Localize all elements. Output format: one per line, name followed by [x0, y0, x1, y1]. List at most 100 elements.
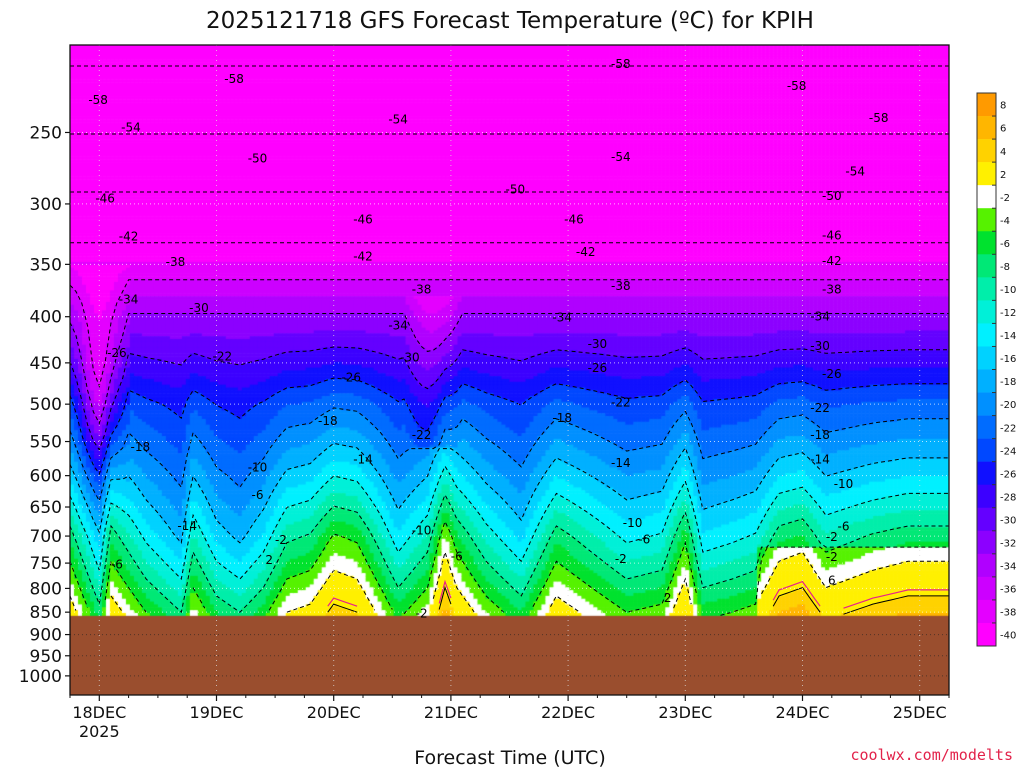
- colorbar-label: -2: [1000, 193, 1010, 204]
- colorbar-swatch: [977, 530, 996, 555]
- y-tick-label: 700: [30, 527, 62, 547]
- contour-label: -54: [611, 150, 631, 164]
- contour-label: -30: [588, 337, 608, 351]
- contour-label: -58: [88, 93, 108, 107]
- contour-label: -34: [810, 310, 830, 324]
- contour-label: -26: [822, 367, 842, 381]
- contour-label: -30: [189, 301, 209, 315]
- contour-label: -54: [845, 164, 865, 178]
- contour-label: -6: [838, 519, 850, 533]
- contour-label: -10: [412, 523, 432, 537]
- contour-label: -26: [107, 346, 127, 360]
- contour-label: -34: [552, 311, 572, 325]
- contour-label: -38: [412, 282, 432, 296]
- colorbar-label: 8: [1000, 101, 1006, 112]
- colorbar-label: -20: [1000, 400, 1016, 411]
- colorbar-label: -12: [1000, 308, 1016, 319]
- y-tick-label: 850: [30, 603, 62, 623]
- contour-label: -10: [248, 461, 268, 475]
- y-tick-label: 650: [30, 498, 62, 518]
- x-tick-label: 24DEC: [776, 703, 830, 722]
- colorbar-swatch: [977, 254, 996, 278]
- y-tick-label: 950: [30, 647, 62, 667]
- temperature-field: [70, 45, 949, 695]
- contour-label: -22: [412, 428, 432, 442]
- colorbar-swatch: [977, 484, 996, 509]
- contour-label: -14: [810, 453, 830, 467]
- contour-label: -50: [248, 151, 268, 165]
- plot-area: -58-58-58-58-58-54-54-54-54-50-50 -50-46-…: [70, 45, 949, 695]
- colorbar-label: -34: [1000, 562, 1016, 573]
- contour-label: -54: [388, 113, 408, 127]
- contour-label: -58: [611, 57, 631, 71]
- colorbar-label: -38: [1000, 608, 1016, 619]
- contour-label: -6: [111, 558, 123, 572]
- contour-label: -2: [615, 552, 627, 566]
- colorbar-swatch: [977, 231, 996, 255]
- y-tick-label: 800: [30, 579, 62, 599]
- isotherm-line: [327, 585, 949, 615]
- isotherm-line: [70, 520, 949, 616]
- colorbar-label: -28: [1000, 492, 1016, 503]
- y-tick-label: 900: [30, 626, 62, 646]
- y-tick-label: 750: [30, 554, 62, 574]
- colorbar-label: -36: [1000, 585, 1016, 596]
- contour-label: -42: [119, 230, 139, 244]
- contour-label: -42: [576, 245, 596, 259]
- colorbar-label: -32: [1000, 539, 1016, 550]
- colorbar-label: 6: [1000, 124, 1006, 135]
- contour-label: -58: [224, 72, 244, 86]
- chart-title: 2025121718 GFS Forecast Temperature (ºC)…: [206, 8, 814, 34]
- colorbar-swatch: [977, 461, 996, 486]
- contour-label: -58: [787, 79, 807, 93]
- colorbar-label: -8: [1000, 262, 1010, 273]
- colorbar-swatch: [977, 346, 996, 370]
- credit-link[interactable]: coolwx.com/modelts: [850, 746, 1013, 764]
- contour-label: -14: [177, 519, 197, 533]
- contour-label: -2: [826, 550, 838, 564]
- colorbar-label: -26: [1000, 469, 1016, 480]
- colorbar-swatch: [977, 139, 996, 163]
- y-axis: 250 300 350 400 450 500 550 600 650 700 750 800 850 9…: [19, 123, 70, 687]
- colorbar-swatch: [977, 277, 996, 301]
- colorbar-swatch: [977, 93, 996, 117]
- contour-label: -54: [121, 121, 141, 135]
- contour-label: -34: [119, 293, 139, 307]
- contour-label: -6: [451, 549, 463, 563]
- contour-label: -38: [166, 255, 186, 269]
- colorbar-label: -30: [1000, 515, 1016, 526]
- contour-label: -26: [588, 361, 608, 375]
- x-tick-label: 25DEC: [893, 703, 947, 722]
- y-tick-label: 450: [30, 354, 62, 374]
- colorbar-swatch: [977, 507, 996, 532]
- colorbar-label: -14: [1000, 331, 1016, 342]
- contour-label: -18: [131, 440, 151, 454]
- contour-label: -18: [810, 428, 830, 442]
- colorbar-swatch: [977, 415, 996, 439]
- colorbar-label: -4: [1000, 216, 1010, 227]
- contour-label: -22: [810, 401, 830, 415]
- colorbar-label: 2: [1000, 170, 1006, 181]
- colorbar-swatch: [977, 622, 996, 647]
- contour-label: -2: [416, 607, 428, 621]
- colorbar-label: -16: [1000, 354, 1016, 365]
- y-tick-label: 350: [30, 255, 62, 275]
- contour-label: -30: [400, 351, 420, 365]
- x-axis-label: Forecast Time (UTC): [414, 747, 605, 768]
- colorbar-swatch: [977, 208, 996, 232]
- y-tick-label: 1000: [19, 667, 62, 687]
- contour-label: 2: [265, 553, 273, 567]
- x-tick-label: 22DEC: [541, 703, 595, 722]
- contour-label: -14: [611, 456, 631, 470]
- isotherm-line: [70, 442, 949, 544]
- x-tick-label: 20DEC: [307, 703, 361, 722]
- isotherm-line: [70, 407, 949, 503]
- y-tick-label: 400: [30, 308, 62, 328]
- isotherm-line: [70, 550, 949, 613]
- colorbar-swatch: [977, 185, 996, 209]
- colorbar-swatch: [977, 599, 996, 624]
- contour-label: -2: [826, 530, 838, 544]
- colorbar-label: 4: [1000, 147, 1006, 158]
